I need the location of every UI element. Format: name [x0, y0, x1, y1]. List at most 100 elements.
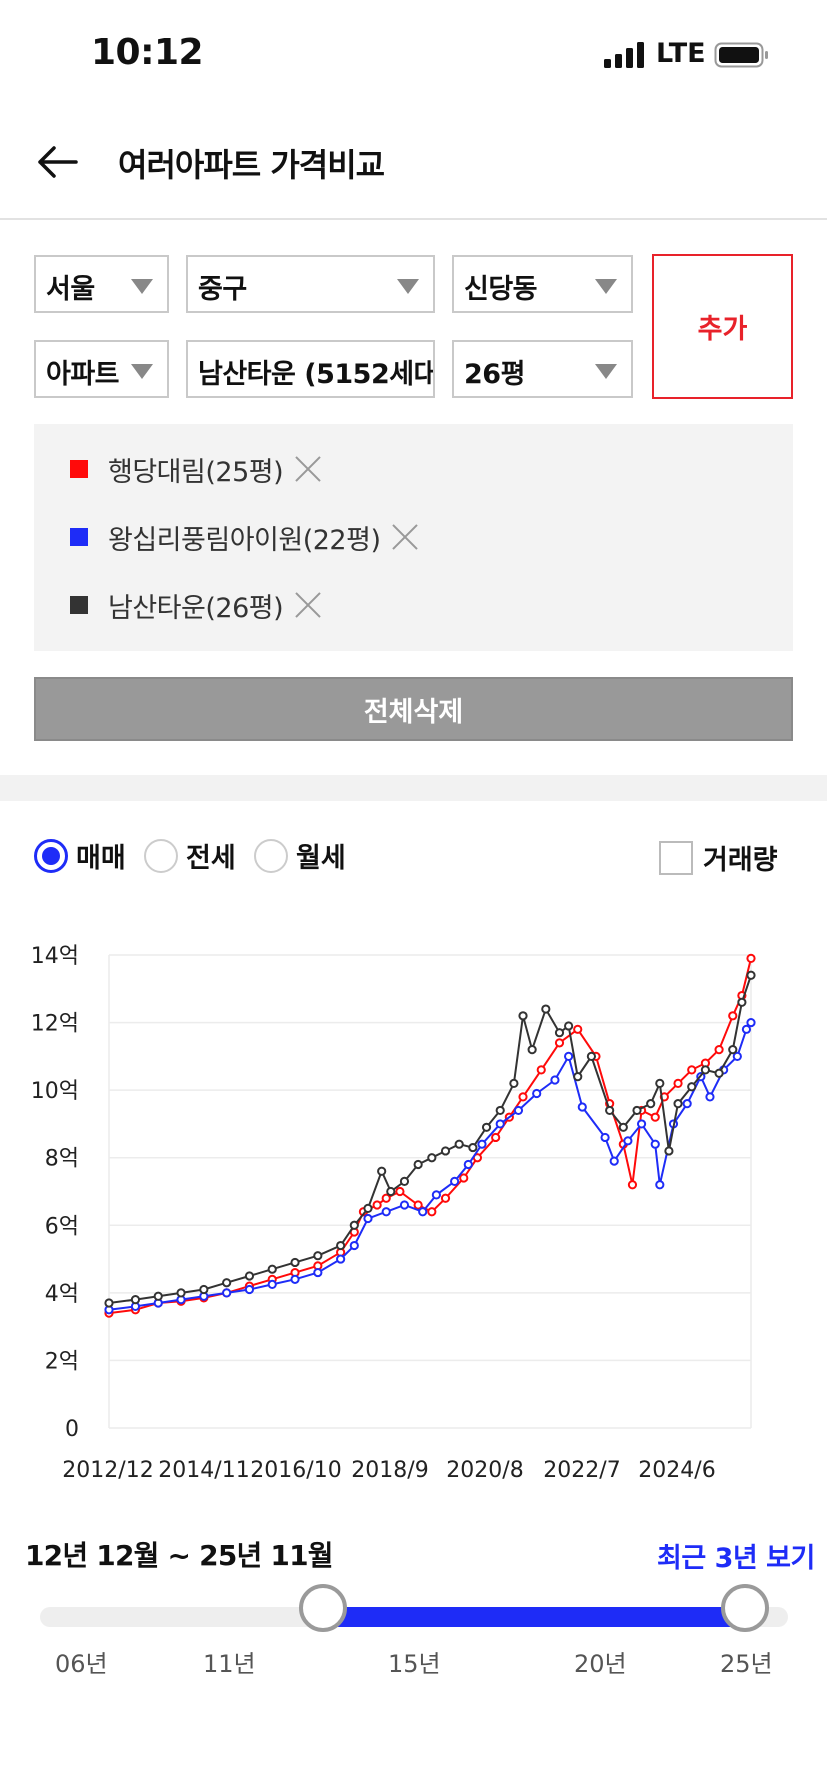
data-point — [381, 1193, 391, 1203]
radio-empty-icon — [254, 838, 288, 873]
data-point — [728, 1011, 738, 1021]
data-point — [377, 1166, 387, 1176]
data-point — [687, 1082, 697, 1092]
data-point — [104, 1298, 114, 1308]
data-point — [130, 1295, 141, 1305]
data-point — [267, 1264, 277, 1274]
data-point — [732, 1051, 742, 1061]
data-point — [267, 1279, 277, 1290]
data-point — [468, 1142, 478, 1153]
y-tick-label: 4억 — [45, 1282, 79, 1307]
page-title: 여러아파트 가격비교 — [118, 146, 385, 184]
property-type-select[interactable]: 아파트 — [34, 340, 169, 398]
data-point — [290, 1257, 300, 1268]
data-point — [577, 1102, 587, 1112]
size-select[interactable]: 26평 — [452, 340, 633, 398]
data-point — [313, 1251, 323, 1261]
remove-icon[interactable] — [293, 454, 323, 484]
data-point — [673, 1099, 683, 1109]
data-point — [664, 1146, 674, 1156]
x-tick-label: 2018/9 — [351, 1458, 428, 1483]
data-point — [714, 1068, 724, 1078]
radio-selected-icon — [34, 838, 68, 873]
data-point — [554, 1038, 565, 1048]
delete-all-button[interactable]: 전체삭제 — [34, 677, 793, 741]
checkbox-icon — [659, 840, 693, 875]
data-point — [618, 1122, 628, 1132]
compare-item-label: 행당대림(25평) — [108, 456, 284, 488]
data-point — [222, 1278, 232, 1288]
radio-sale[interactable]: 매매 — [34, 836, 126, 875]
y-tick-label: 2억 — [45, 1349, 79, 1374]
y-tick-label: 14억 — [31, 944, 79, 969]
series-line-1 — [108, 1022, 752, 1311]
complex-select[interactable]: 남산타운 (5152세대) — [186, 340, 435, 398]
x-tick-label: 2020/8 — [446, 1458, 523, 1483]
data-point — [244, 1284, 255, 1295]
data-point — [440, 1146, 451, 1156]
data-point — [395, 1186, 405, 1197]
recent-3y-link[interactable]: 최근 3년 보기 — [657, 1543, 815, 1574]
data-point — [450, 1176, 460, 1186]
data-point — [564, 1051, 574, 1061]
radio-empty-icon — [144, 838, 178, 873]
region-select[interactable]: 서울 — [34, 255, 169, 313]
data-point — [650, 1112, 660, 1122]
y-tick-label: 10억 — [31, 1079, 79, 1104]
data-point — [336, 1240, 346, 1251]
data-point — [518, 1011, 528, 1021]
x-tick-label: 2014/11 — [158, 1458, 249, 1483]
data-point — [550, 1075, 560, 1085]
data-point — [244, 1271, 255, 1281]
district-value: 중구 — [198, 274, 247, 305]
data-point — [586, 1051, 597, 1061]
range-slider[interactable] — [40, 1584, 788, 1632]
radio-monthly[interactable]: 월세 — [254, 836, 346, 875]
data-point — [222, 1288, 232, 1298]
dropdown-arrow-icon — [595, 364, 617, 379]
data-point — [673, 1078, 683, 1088]
data-point — [655, 1078, 665, 1088]
x-tick-label: 2012/12 — [62, 1458, 153, 1483]
slider-end-handle[interactable] — [720, 1584, 769, 1632]
compare-item: 남산타운(26평) — [70, 585, 323, 625]
data-point — [491, 1132, 501, 1143]
data-point — [513, 1105, 524, 1116]
data-point — [700, 1065, 711, 1075]
volume-checkbox[interactable]: 거래량 — [659, 838, 778, 877]
data-point — [536, 1065, 546, 1075]
data-point — [554, 1028, 565, 1038]
dong-select[interactable]: 신당동 — [452, 255, 633, 313]
data-point — [418, 1207, 428, 1217]
district-select[interactable]: 중구 — [186, 255, 435, 313]
x-tick-label: 2022/7 — [543, 1458, 620, 1483]
data-point — [609, 1156, 619, 1166]
data-point — [431, 1190, 441, 1200]
radio-jeonse[interactable]: 전세 — [144, 836, 236, 875]
data-point — [687, 1065, 697, 1075]
slider-fill — [322, 1607, 745, 1627]
data-point — [541, 1004, 551, 1014]
data-point — [746, 1017, 756, 1028]
legend-swatch — [70, 596, 88, 614]
radio-label: 매매 — [76, 843, 126, 874]
data-point — [399, 1200, 410, 1210]
data-point — [413, 1159, 423, 1170]
section-divider — [0, 775, 827, 801]
data-point — [682, 1099, 692, 1109]
y-tick-label: 12억 — [31, 1012, 79, 1037]
remove-icon[interactable] — [293, 590, 323, 620]
slider-start-handle[interactable] — [298, 1584, 347, 1632]
signal-icon — [604, 42, 644, 68]
data-point — [741, 1024, 752, 1034]
data-point — [199, 1284, 209, 1295]
slider-tick: 11년 — [203, 1650, 256, 1678]
remove-icon[interactable] — [390, 522, 420, 552]
data-point — [746, 970, 756, 980]
region-value: 서울 — [46, 274, 95, 305]
back-arrow-icon[interactable] — [36, 140, 80, 184]
add-button[interactable]: 추가 — [652, 254, 793, 399]
size-value: 26평 — [464, 359, 525, 390]
data-point — [477, 1139, 487, 1149]
legend-swatch — [70, 528, 88, 546]
